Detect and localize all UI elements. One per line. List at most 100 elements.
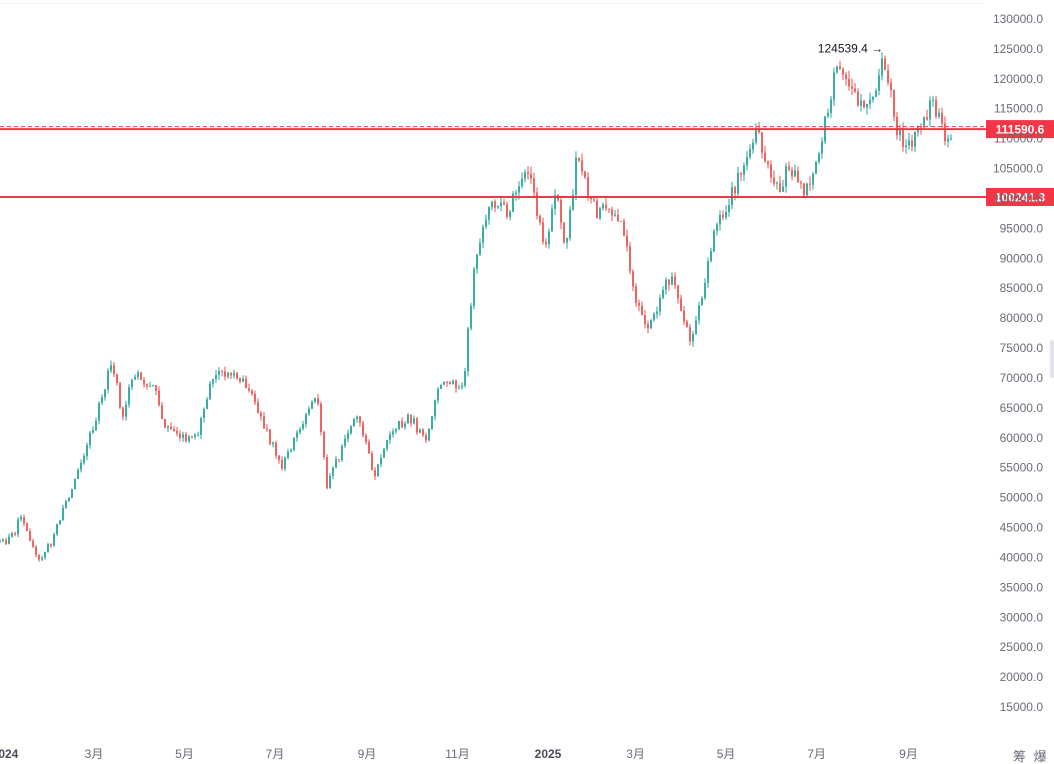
candle [926, 109, 928, 121]
annotation-layer: 124539.4 → [818, 42, 883, 56]
candle-body [0, 541, 1, 543]
candle [701, 296, 703, 306]
candle [323, 430, 325, 460]
price-line-label[interactable]: 100241.3 [986, 188, 1054, 206]
y-tick-label: 130000.0 [993, 12, 1043, 26]
candle [455, 379, 457, 393]
candle-body [797, 170, 799, 183]
candle-body [569, 209, 571, 238]
candle-body [455, 380, 457, 389]
candle [812, 172, 814, 190]
candle-body [221, 370, 223, 372]
candle [407, 413, 409, 424]
candle [713, 228, 715, 253]
candle [800, 180, 802, 189]
price-lines-layer[interactable]: 111590.6 100241.3 [0, 120, 1054, 206]
candle-body [800, 182, 802, 184]
price-line-label-bg [986, 188, 1054, 206]
candle-body [143, 380, 145, 385]
candle [248, 383, 250, 393]
candle-body [305, 414, 307, 425]
candle [527, 166, 529, 180]
candle-body [914, 132, 916, 147]
candle [377, 464, 379, 477]
candle-body [386, 440, 388, 449]
candle-body [398, 421, 400, 430]
candle-body [185, 434, 187, 442]
candle [899, 124, 901, 141]
candle-body [881, 58, 883, 76]
candle-body [119, 383, 121, 408]
price-line-label[interactable]: 111590.6 [986, 120, 1054, 139]
candle [614, 210, 616, 217]
candle [890, 78, 892, 98]
candle [911, 135, 913, 152]
candle-body [350, 426, 352, 434]
candle-body [35, 546, 37, 555]
candle [350, 425, 352, 435]
candle-body [758, 129, 760, 133]
candle [692, 330, 694, 347]
candle-body [332, 467, 334, 476]
candle [734, 185, 736, 201]
candle-body [659, 298, 661, 312]
candle-body [551, 208, 553, 232]
candle-body [389, 434, 391, 440]
candle-body [56, 524, 58, 535]
candle-body [941, 112, 943, 124]
candle [386, 440, 388, 452]
candle [740, 172, 742, 182]
candle [857, 88, 859, 107]
candle-body [605, 204, 607, 209]
candle [779, 175, 781, 193]
candle [272, 441, 274, 448]
candle [950, 134, 952, 141]
candle [818, 151, 820, 165]
y-tick-label: 85000.0 [1000, 281, 1044, 295]
candle-body [356, 416, 358, 420]
price-line-label-text: 100241.3 [995, 191, 1045, 205]
candle-body [425, 435, 427, 441]
candle [650, 319, 652, 330]
candle-body [548, 231, 550, 245]
candle [56, 523, 58, 536]
candle-body [431, 416, 433, 429]
candle [497, 205, 499, 209]
price-axis[interactable]: 130000.0 125000.0 120000.0 115000.0 110000.0… [993, 12, 1043, 714]
y-tick-label: 30000.0 [1000, 610, 1044, 624]
candle [419, 428, 421, 434]
candle [296, 430, 298, 442]
candle-body [908, 140, 910, 146]
candle-body [905, 145, 907, 147]
candle-body [329, 475, 331, 489]
candle-body [272, 442, 274, 444]
candle-body [662, 289, 664, 298]
candle-body [791, 169, 793, 177]
candle-body [20, 517, 22, 520]
candle-body [743, 165, 745, 175]
candle [791, 167, 793, 181]
candle-body [152, 385, 154, 387]
candle [191, 435, 193, 439]
candle-body [782, 186, 784, 192]
candle [686, 319, 688, 328]
candle [725, 205, 727, 220]
candle [581, 153, 583, 176]
candle-body [764, 152, 766, 162]
candle-body [587, 177, 589, 198]
candle [605, 198, 607, 212]
candle [392, 428, 394, 438]
candle-body [761, 132, 763, 153]
candle [365, 433, 367, 445]
axis-scroll-handle[interactable] [1050, 340, 1054, 378]
candle [638, 299, 640, 312]
candle-body [620, 221, 622, 222]
candle [344, 434, 346, 448]
candle-body [275, 442, 277, 456]
time-axis[interactable]: 2024 3月 5月 7月 9月 11月 2025 3月 5月 7月 9月 [0, 747, 918, 761]
candle-body [8, 536, 10, 545]
candle-body [704, 282, 706, 298]
candle [773, 170, 775, 187]
